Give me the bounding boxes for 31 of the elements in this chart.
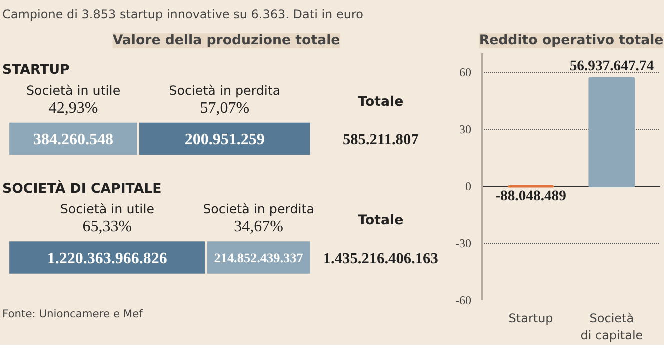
text: Totale [358,214,404,229]
annotation: 214.852.439.337 [214,250,304,266]
y-tick-label: STARTUP [2,63,70,78]
data-label: 65,33% [82,218,132,236]
annotation: 1.220.363.966.826 [47,250,168,268]
text: Totale [358,94,404,110]
y-tick-label: 30 [460,122,472,136]
y-tick-label: -60 [456,294,472,308]
annotation: 56.937.647.74 [570,58,655,74]
y-tick-label: 60 [460,66,472,80]
x-tick-label: Startup [508,312,554,326]
annotation: 1.435.216.406.163 [323,250,439,268]
chart-title: Valore della produzione totale [112,34,340,48]
y-tick-label: -30 [456,236,472,250]
y-tick-label: 0 [466,180,472,194]
x-tick-label: Società di capitale [580,312,644,342]
annotation: -88.048.489 [496,188,566,205]
series-label: Società in perdita [169,82,281,98]
annotation: 384.260.548 [34,132,114,148]
y-tick-label: SOCIETÀ DI CAPITALE [2,180,162,197]
text: Società in perdita [203,202,314,217]
annotation: 585.211.807 [342,132,420,148]
chart-title: Reddito operativo totale [479,34,664,48]
source-note: Fonte: Unioncamere e Mef [2,308,144,320]
series-label: Società in utile [26,82,121,98]
data-label: 42,93% [48,100,98,117]
chart-subtitle: Campione di 3.853 startup innovative su 6.363. Dati in euro [2,8,364,22]
data-label: 34,67% [234,218,284,236]
text: Società in utile [60,202,155,217]
data-label: 57,07% [200,100,250,117]
annotation: 200.951.259 [184,132,265,148]
